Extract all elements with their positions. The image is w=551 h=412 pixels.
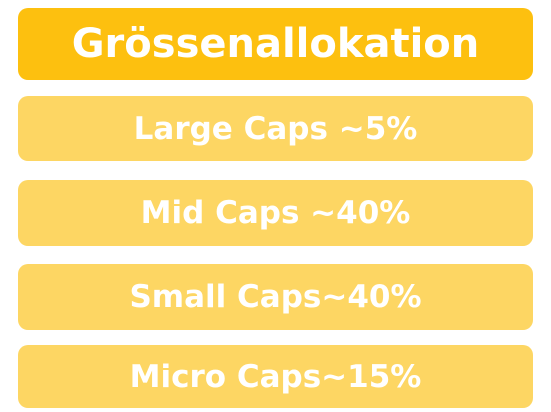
title: Grössenallokation — [71, 21, 480, 67]
title-box: Grössenallokation — [18, 8, 533, 80]
row-box: Mid Caps ~40% — [18, 180, 533, 246]
row-box: Micro Caps~15% — [18, 345, 533, 408]
row-label: Mid Caps ~40% — [140, 195, 411, 231]
row-label: Large Caps ~5% — [133, 110, 418, 147]
row-label: Small Caps~40% — [129, 279, 422, 315]
row-box: Small Caps~40% — [18, 264, 533, 330]
row-box: Large Caps ~5% — [18, 96, 533, 161]
row-label: Micro Caps~15% — [129, 358, 422, 395]
